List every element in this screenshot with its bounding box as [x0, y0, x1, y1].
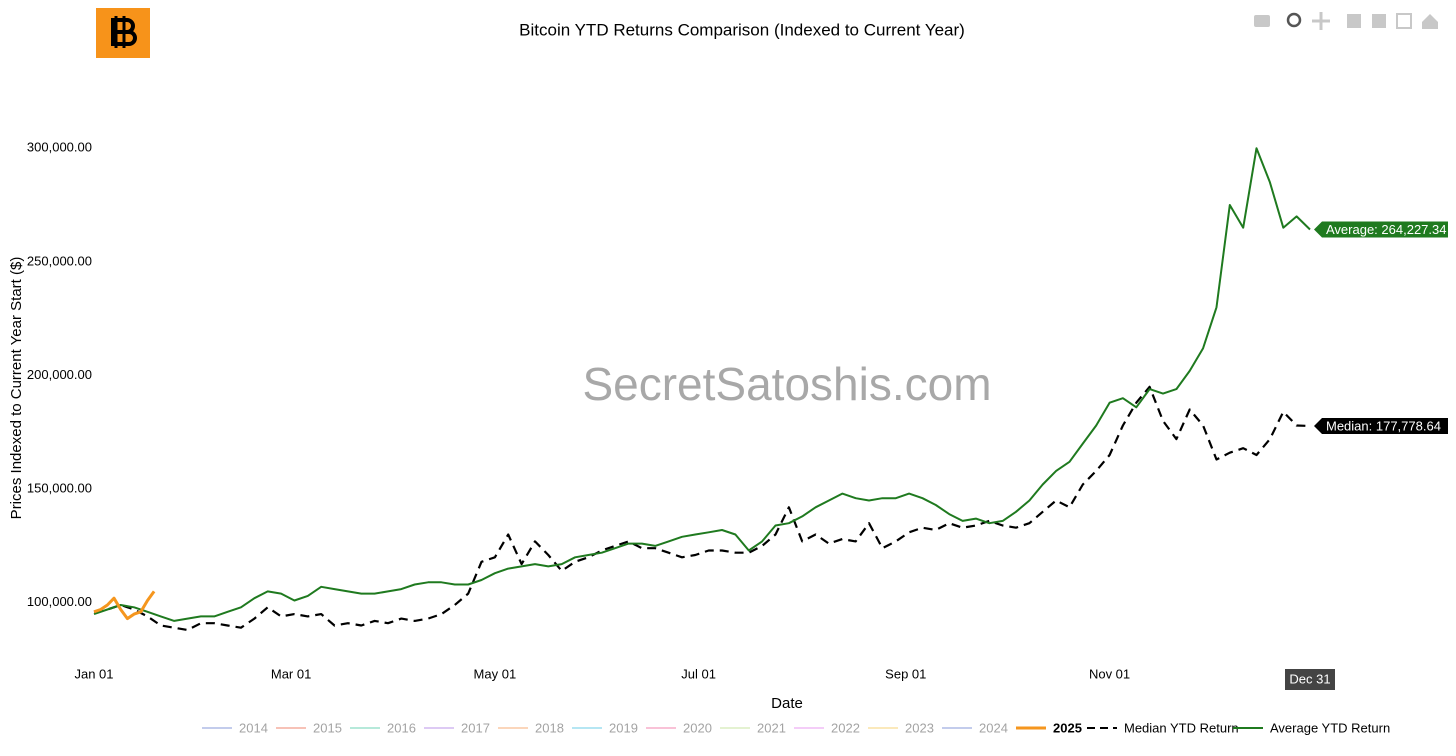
legend-item[interactable]: 2014	[202, 720, 268, 735]
y-tick-label: 150,000.00	[27, 481, 92, 496]
legend-item[interactable]: Median YTD Return	[1087, 720, 1239, 735]
annotation-box	[1314, 221, 1448, 238]
watermark: SecretSatoshis.com	[582, 358, 991, 410]
y-tick-label: 200,000.00	[27, 367, 92, 382]
x-axis-title: Date	[771, 695, 803, 712]
legend-item[interactable]: 2019	[572, 720, 638, 735]
annotation-label: Median: 177,778.64	[1326, 418, 1441, 433]
x-hover-box	[1285, 669, 1335, 690]
x-tick-label: Sep 01	[885, 666, 926, 681]
annotation-label: Average: 264,227.34	[1326, 222, 1446, 237]
legend-item[interactable]: 2022	[794, 720, 860, 735]
legend-label: 2019	[609, 720, 638, 735]
legend-label: Median YTD Return	[1124, 720, 1239, 735]
y-axis-title: Prices Indexed to Current Year Start ($)	[8, 257, 25, 520]
end-annotation: Average: 264,227.34	[1314, 221, 1448, 238]
end-annotation: Median: 177,778.64	[1314, 417, 1448, 434]
x-hover-label: Dec 31	[1289, 671, 1330, 686]
chart-title: Bitcoin YTD Returns Comparison (Indexed …	[519, 20, 965, 39]
toolbar-zoom-in[interactable]	[1347, 14, 1361, 28]
legend-label: Average YTD Return	[1270, 720, 1390, 735]
x-tick-label: Jul 01	[681, 666, 716, 681]
x-tick-label: Nov 01	[1089, 666, 1130, 681]
x-tick-label: Mar 01	[271, 666, 311, 681]
legend-item[interactable]: 2015	[276, 720, 342, 735]
legend-item[interactable]: 2020	[646, 720, 712, 735]
toolbar-camera[interactable]	[1254, 15, 1270, 27]
legend-item[interactable]: 2017	[424, 720, 490, 735]
legend-item[interactable]: 2018	[498, 720, 564, 735]
toolbar-home[interactable]	[1422, 14, 1438, 29]
y-tick-label: 250,000.00	[27, 253, 92, 268]
legend-label: 2023	[905, 720, 934, 735]
toolbar-zoom[interactable]	[1286, 12, 1302, 28]
series-line	[93, 147, 1311, 622]
toolbar	[1254, 12, 1438, 30]
legend-label: 2020	[683, 720, 712, 735]
legend-item[interactable]: 2023	[868, 720, 934, 735]
legend-item[interactable]: Average YTD Return	[1233, 720, 1390, 735]
logo	[96, 8, 150, 58]
legend-label: 2024	[979, 720, 1008, 735]
series-line	[93, 590, 156, 621]
legend-label: 2025	[1053, 720, 1082, 735]
x-tick-label: Jan 01	[74, 666, 113, 681]
legend-label: 2022	[831, 720, 860, 735]
legend-label: 2021	[757, 720, 786, 735]
toolbar-pan[interactable]	[1312, 12, 1330, 30]
legend-label: 2017	[461, 720, 490, 735]
x-tick-label: May 01	[474, 666, 517, 681]
legend-label: 2015	[313, 720, 342, 735]
legend-item[interactable]: 2016	[350, 720, 416, 735]
toolbar-autoscale[interactable]	[1396, 13, 1412, 29]
y-tick-label: 300,000.00	[27, 140, 92, 155]
y-tick-label: 100,000.00	[27, 594, 92, 609]
legend-label: 2018	[535, 720, 564, 735]
annotation-box	[1314, 417, 1448, 434]
legend-item[interactable]: 2025	[1016, 720, 1082, 735]
legend-item[interactable]: 2024	[942, 720, 1008, 735]
legend-label: 2014	[239, 720, 268, 735]
toolbar-zoom-out[interactable]	[1372, 14, 1386, 28]
legend-item[interactable]: 2021	[720, 720, 786, 735]
logo-glyph-bars	[114, 16, 126, 48]
legend-label: 2016	[387, 720, 416, 735]
logo-glyph	[111, 18, 137, 46]
